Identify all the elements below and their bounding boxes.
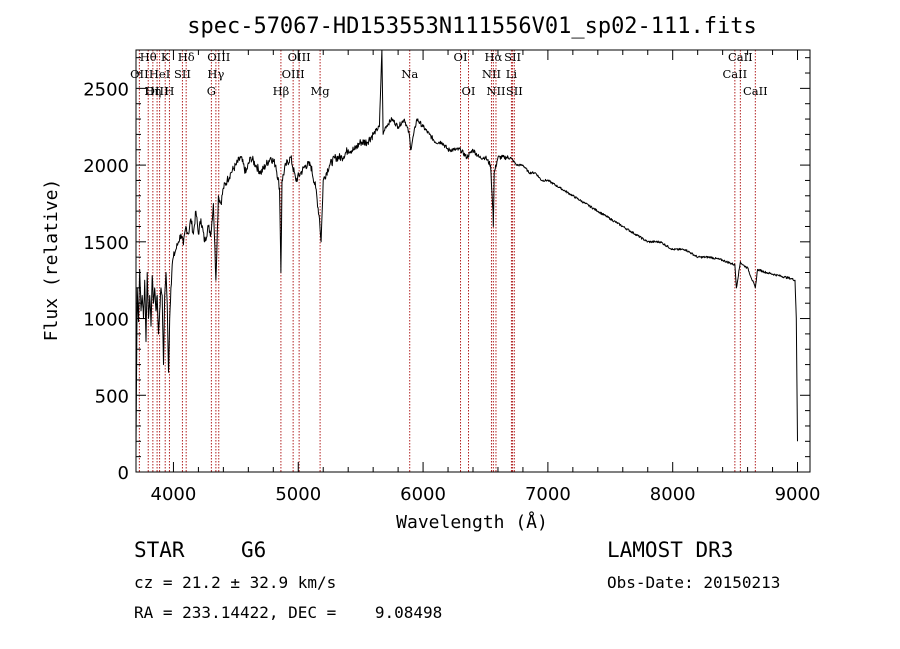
y-tick-label: 500: [95, 386, 129, 407]
line-label: Hα: [484, 50, 502, 64]
line-label: OI: [454, 50, 468, 64]
chart-title: spec-57067-HD153553N111556V01_sp02-111.f…: [187, 14, 757, 39]
line-label: K: [161, 50, 170, 64]
line-label: SII: [504, 50, 521, 64]
y-tick-label: 2500: [83, 79, 129, 100]
y-tick-label: 2000: [83, 156, 129, 177]
line-label: OII: [130, 67, 149, 81]
x-axis-label: Wavelength (Å): [396, 511, 548, 533]
line-label: Hβ: [273, 84, 290, 98]
redshift-text: cz = 21.2 ± 32.9 km/s: [134, 573, 336, 592]
x-tick-label: 7000: [525, 484, 571, 505]
spectral-line-labels: HθOIIOIIIHηHeIKHSIIHδOIIIHγGHβOIIIOIIIMg…: [130, 50, 768, 98]
line-label: OIII: [207, 50, 230, 64]
y-tick-label: 1500: [83, 233, 129, 254]
line-label: Hη: [144, 84, 161, 98]
y-axis: 0 500 1000 1500 2000 2500: [83, 58, 810, 484]
x-axis: 4000 5000 6000 7000 8000 9000: [151, 50, 821, 505]
coordinates: RA = 233.14422, DEC = 9.08498: [134, 603, 442, 622]
line-label: Mg: [311, 84, 331, 98]
y-tick-label: 0: [118, 463, 129, 484]
line-label: HeI: [149, 67, 170, 81]
spectrum-series: [136, 50, 798, 449]
line-label: OIII: [282, 67, 305, 81]
x-tick-label: 5000: [275, 484, 321, 505]
obs-date: Obs-Date: 20150213: [607, 573, 780, 592]
line-label: SII: [506, 84, 523, 98]
survey-name: LAMOST DR3: [607, 538, 733, 562]
line-label: OI: [462, 84, 476, 98]
line-label: OIII: [288, 50, 311, 64]
line-label: Hδ: [178, 50, 195, 64]
y-tick-label: 1000: [83, 310, 129, 331]
line-label: CaII: [743, 84, 768, 98]
line-label: NII: [482, 67, 501, 81]
line-label: Hγ: [207, 67, 224, 81]
object-subclass: G6: [241, 538, 266, 562]
x-tick-label: 4000: [151, 484, 197, 505]
spectral-line-markers: [139, 50, 755, 472]
x-tick-label: 6000: [400, 484, 446, 505]
line-label: Hθ: [140, 50, 157, 64]
spectrum-line: [136, 50, 798, 449]
x-tick-label: 9000: [775, 484, 821, 505]
spectrum-chart: spec-57067-HD153553N111556V01_sp02-111.f…: [0, 0, 900, 540]
line-label: Li: [506, 67, 518, 81]
object-class: STAR: [134, 538, 185, 562]
line-label: CaII: [728, 50, 753, 64]
line-label: Na: [401, 67, 418, 81]
y-axis-label: Flux (relative): [41, 179, 62, 342]
plot-frame: [136, 50, 810, 472]
line-label: SII: [174, 67, 191, 81]
line-label: G: [207, 84, 216, 98]
line-label: CaII: [722, 67, 747, 81]
line-label: NII: [486, 84, 505, 98]
line-label: H: [164, 84, 174, 98]
x-tick-label: 8000: [650, 484, 696, 505]
